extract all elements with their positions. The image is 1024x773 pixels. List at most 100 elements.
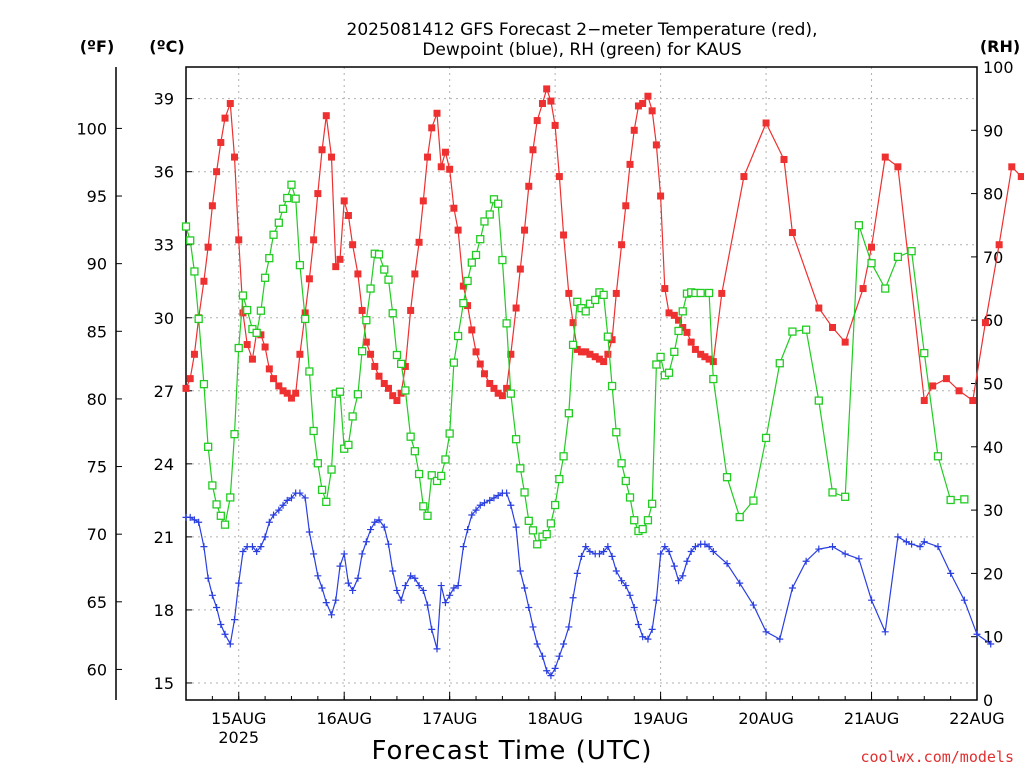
rh-point	[543, 531, 550, 538]
dewpoint-point	[341, 550, 348, 557]
rh-tick-label: 50	[983, 375, 1003, 394]
fahrenheit-tick-label: 80	[87, 390, 107, 409]
temperature-point	[336, 256, 343, 263]
rh-point	[547, 520, 554, 527]
rh-point	[679, 308, 686, 315]
rh-point	[266, 255, 273, 262]
fahrenheit-tick-label: 75	[87, 458, 107, 477]
x-tick-label: 16AUG	[316, 709, 371, 728]
dewpoint-point	[460, 543, 467, 550]
celsius-tick-label: 21	[154, 528, 174, 547]
temperature-point	[618, 241, 625, 248]
dewpoint-point	[398, 597, 405, 604]
dewpoint-point	[402, 582, 409, 589]
rh-point	[529, 527, 536, 534]
dewpoint-point	[653, 597, 660, 604]
temperature-point	[345, 212, 352, 219]
temperature-point	[262, 343, 269, 350]
rh-point	[657, 353, 664, 360]
dewpoint-point	[776, 636, 783, 643]
temperature-point	[235, 236, 242, 243]
dewpoint-point	[389, 567, 396, 574]
rh-point	[420, 503, 427, 510]
temperature-point	[956, 387, 963, 394]
temperature-point	[270, 375, 277, 382]
chart-title-line1: 2025081412 GFS Forecast 2−meter Temperat…	[347, 20, 818, 40]
credit-link[interactable]: coolwx.com/models	[860, 748, 1014, 766]
temperature-point	[376, 373, 383, 380]
rh-point	[227, 494, 234, 501]
rh-point	[314, 460, 321, 467]
rh-point	[473, 252, 480, 259]
temperature-point	[525, 183, 532, 190]
dewpoint-point	[424, 602, 431, 609]
rh-point	[675, 327, 682, 334]
temperature-point	[205, 244, 212, 251]
temperature-point	[1018, 173, 1024, 180]
celsius-tick-label: 18	[154, 601, 174, 620]
rh-point	[565, 410, 572, 417]
dewpoint-point	[235, 580, 242, 587]
celsius-tick-label: 15	[154, 674, 174, 693]
dewpoint-point	[894, 533, 901, 540]
dewpoint-point	[683, 558, 690, 565]
rh-point	[534, 541, 541, 548]
celsius-tick-label: 30	[154, 309, 174, 328]
temperature-point	[323, 112, 330, 119]
dewpoint-point	[789, 585, 796, 592]
temperature-point	[644, 93, 651, 100]
temperature-point	[231, 154, 238, 161]
rh-point	[455, 333, 462, 340]
dewpoint-point	[209, 592, 216, 599]
dewpoint-point	[763, 628, 770, 635]
dewpoint-point	[314, 572, 321, 579]
rh-point	[244, 307, 251, 314]
rh-point	[842, 493, 849, 500]
rh-point	[627, 494, 634, 501]
dewpoint-point	[217, 621, 224, 628]
celsius-tick-label: 39	[154, 90, 174, 109]
temperature-point	[789, 229, 796, 236]
temperature-point	[292, 390, 299, 397]
celsius-tick-label: 27	[154, 382, 174, 401]
temperature-point	[604, 351, 611, 358]
rh-point	[284, 195, 291, 202]
rh-tick-label: 70	[983, 248, 1003, 267]
temperature-point	[740, 173, 747, 180]
temperature-point	[367, 351, 374, 358]
rh-point	[736, 514, 743, 521]
temperature-point	[446, 166, 453, 173]
dewpoint-point	[464, 526, 471, 533]
rh-point	[270, 231, 277, 238]
temperature-point	[517, 266, 524, 273]
x-axis-label: Forecast Time (UTC)	[371, 736, 652, 766]
temperature-point	[217, 139, 224, 146]
temperature-point	[969, 397, 976, 404]
dewpoint-point	[310, 550, 317, 557]
dewpoint-point	[385, 541, 392, 548]
dewpoint-point	[868, 597, 875, 604]
temperature-point	[310, 236, 317, 243]
rh-point	[200, 381, 207, 388]
temperature-point	[613, 290, 620, 297]
series-line-dewpoint	[186, 493, 991, 676]
dewpoint-point	[363, 538, 370, 545]
rh-point	[345, 441, 352, 448]
temperature-point	[718, 290, 725, 297]
temperature-point	[434, 110, 441, 117]
temperature-point	[499, 392, 506, 399]
dewpoint-point	[627, 592, 634, 599]
rh-point	[359, 348, 366, 355]
temperature-point	[627, 161, 634, 168]
temperature-point	[227, 100, 234, 107]
temperature-point	[683, 329, 690, 336]
rh-point	[306, 368, 313, 375]
dewpoint-point	[428, 626, 435, 633]
temperature-point	[349, 241, 356, 248]
temperature-point	[442, 149, 449, 156]
rh-point	[296, 262, 303, 269]
dewpoint-point	[649, 626, 656, 633]
rh-point	[552, 502, 559, 509]
fahrenheit-tick-label: 70	[87, 525, 107, 544]
temperature-point	[547, 98, 554, 105]
